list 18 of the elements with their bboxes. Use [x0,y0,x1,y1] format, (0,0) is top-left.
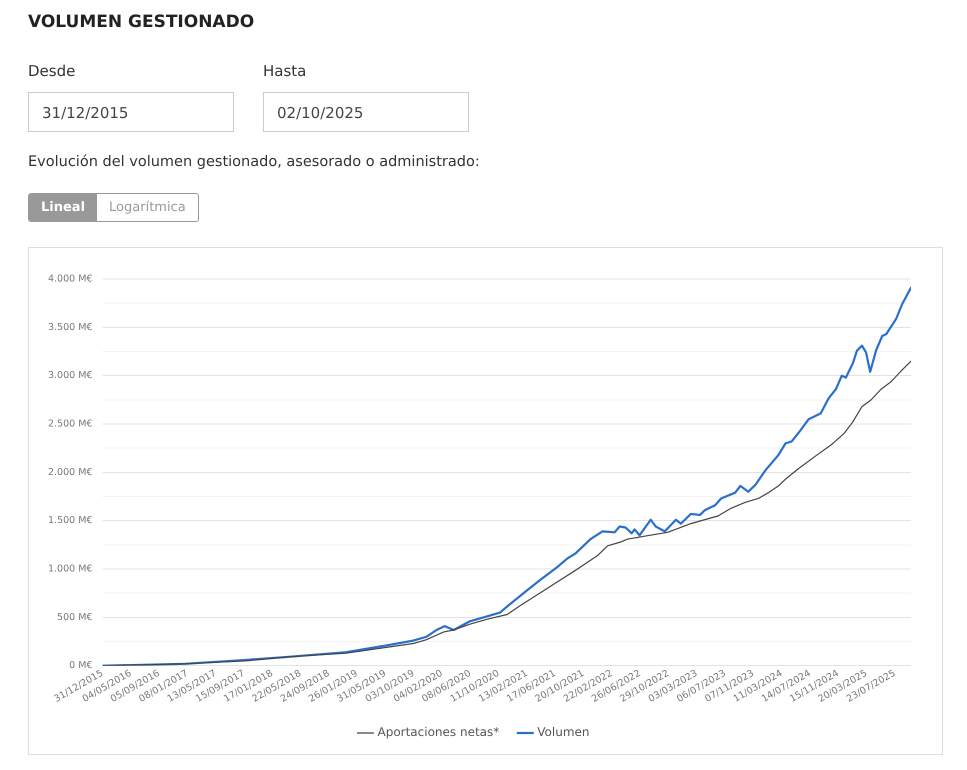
date-field: 02/10/2025 [263,92,469,132]
text: Hasta [263,62,306,80]
y-tick-label: 2.000 M€ [48,466,92,478]
y-tick-label: 2.500 M€ [48,418,92,430]
y-tick-label: 1.000 M€ [48,564,92,575]
chart-title: VOLUMEN GESTIONADO [28,12,254,32]
y-tick-label: 3.500 M€ [48,322,92,333]
y-tick-label: 3.000 M€ [48,370,92,382]
scale-toggle: Lineal Logarítmica [28,193,199,222]
legend-label: Volumen [537,725,590,740]
y-tick-label: 0 M€ [69,660,92,672]
chart-subtitle: Evolución del volumen gestionado, asesorado o administrado: [28,154,480,170]
text: Desde [28,62,76,80]
y-tick-label: 500 M€ [57,612,92,623]
y-tick-label: 4.000 M€ [48,273,92,284]
y-tick-label: 1.500 M€ [48,515,92,526]
legend-label: Aportaciones netas* [377,725,500,740]
date-field: 31/12/2015 [28,92,234,132]
